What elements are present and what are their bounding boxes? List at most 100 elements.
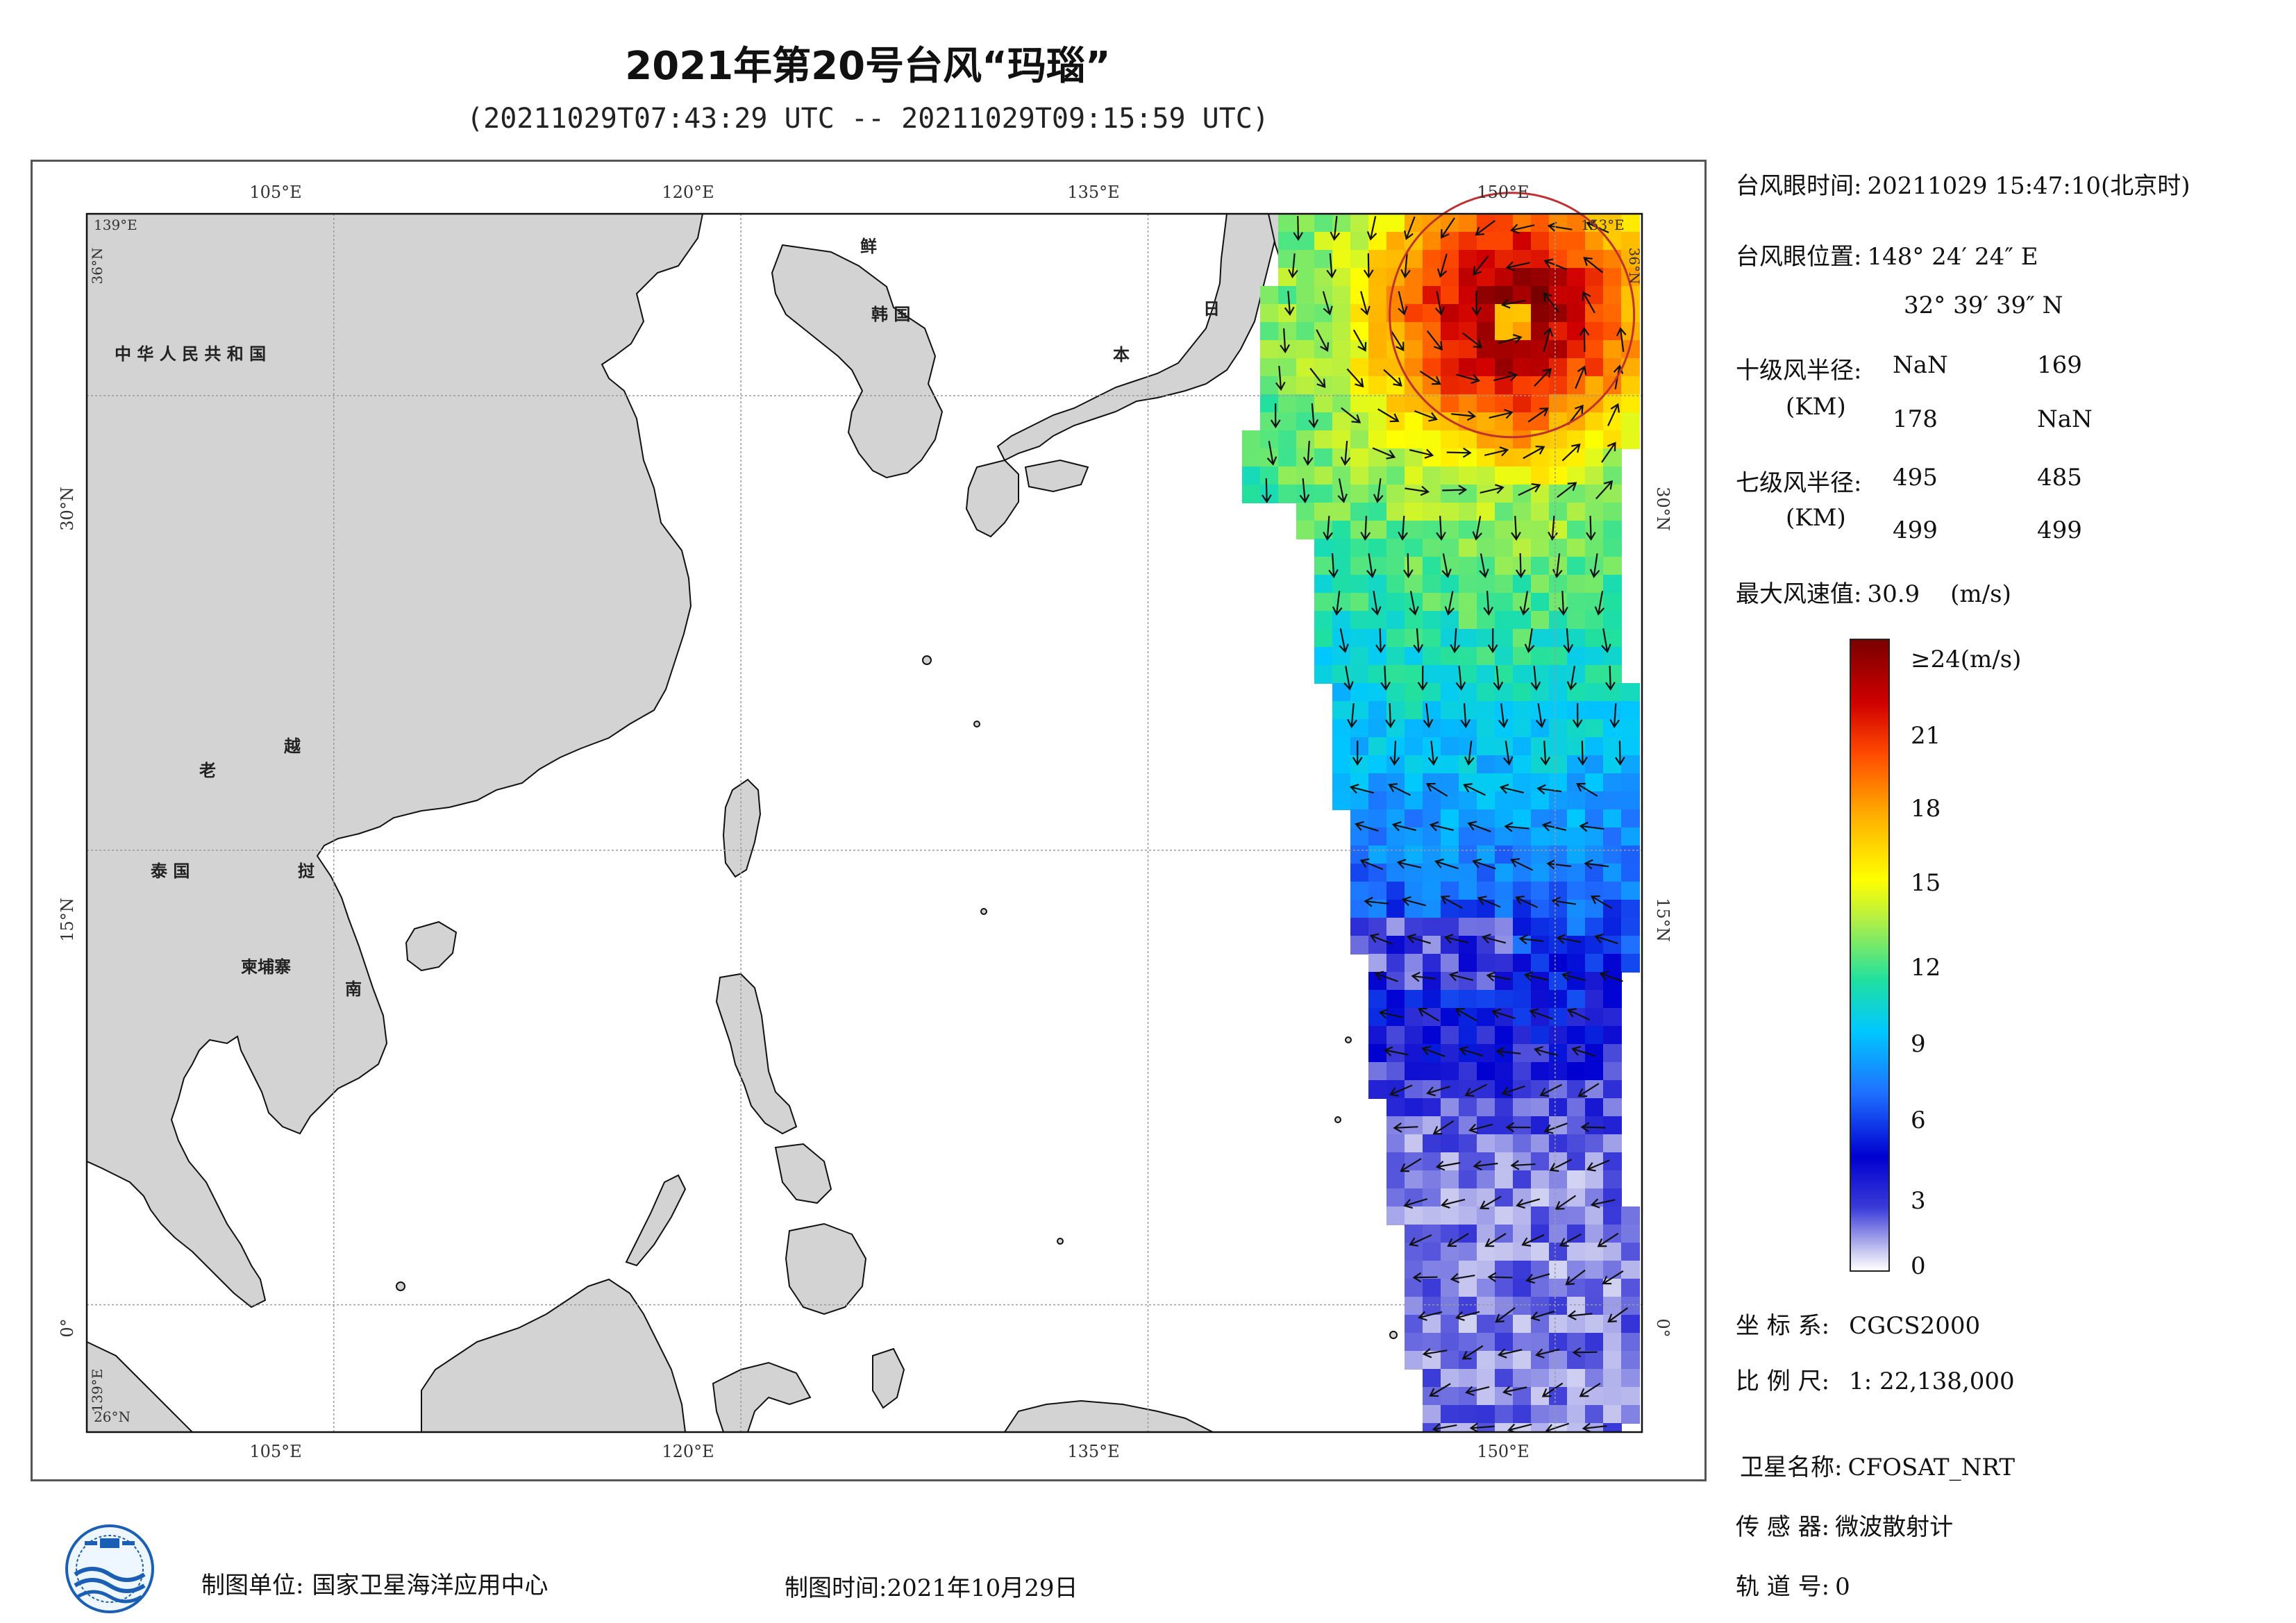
wind-arrow	[1518, 483, 1541, 496]
wind-cell	[1386, 1026, 1405, 1045]
wind-cell	[1441, 466, 1459, 485]
wind-cell	[1549, 340, 1568, 359]
wind-cell	[1585, 448, 1604, 467]
wind-cell	[1513, 1225, 1532, 1243]
wind-cell	[1531, 1243, 1550, 1261]
wind-arrow	[1372, 447, 1396, 460]
wind-cell	[1495, 900, 1514, 918]
wind-cell	[1423, 466, 1441, 485]
wind-arrow	[1495, 1306, 1516, 1323]
wind-cell	[1549, 1098, 1568, 1117]
wind-cell	[1405, 737, 1423, 756]
wind-cell	[1260, 485, 1279, 503]
wind-cell	[1441, 1116, 1459, 1135]
wind-cell	[1459, 990, 1477, 1009]
wind-cell	[1368, 268, 1387, 287]
wind-arrow	[1341, 407, 1361, 423]
wind-cell	[1549, 1170, 1568, 1189]
wind-cell	[1278, 340, 1297, 359]
wind-cell	[1477, 846, 1495, 864]
wind-cell	[1423, 827, 1441, 846]
wind-cell	[1441, 1206, 1459, 1225]
wind-cell	[1621, 791, 1640, 810]
korea-peninsula	[771, 244, 944, 479]
colorbar-tick-0: 0	[1911, 1252, 1926, 1280]
wind-cell	[1567, 521, 1586, 539]
wind-cell	[1603, 1170, 1622, 1189]
wind-cell	[1386, 1170, 1405, 1189]
wind-arrow	[1597, 1232, 1619, 1247]
wind-cell	[1603, 1098, 1622, 1117]
wind-arrow	[1491, 1008, 1516, 1020]
wind-arrow	[1527, 407, 1549, 423]
wind-cell	[1423, 593, 1441, 612]
wind-cell	[1386, 629, 1405, 648]
wind-arrow	[1536, 703, 1546, 728]
sumatra	[87, 1340, 194, 1432]
wind-cell	[1585, 846, 1604, 864]
wind-cell	[1585, 665, 1604, 684]
wind-cell	[1405, 809, 1423, 828]
wind-vector-arrows	[1262, 215, 1628, 1432]
wind-cell	[1513, 1315, 1532, 1334]
wind-arrow	[1270, 403, 1281, 429]
wind-arrow	[1349, 784, 1374, 794]
wind-cell	[1531, 827, 1550, 846]
wind-cell	[1621, 1405, 1640, 1424]
wind-arrow	[1521, 1234, 1545, 1247]
wind-cell	[1477, 1405, 1495, 1424]
wind-arrow	[1266, 441, 1277, 466]
wind-cell	[1459, 737, 1477, 756]
wind-cell	[1368, 412, 1387, 431]
wind-cell	[1278, 358, 1297, 377]
wind-cell	[1495, 1405, 1514, 1424]
wind-cell	[1386, 719, 1405, 738]
wind-arrow	[1519, 591, 1530, 616]
wind-cell	[1423, 340, 1441, 359]
wind-arrow	[1332, 590, 1343, 616]
wind-cell	[1368, 864, 1387, 882]
wind-arrow	[1464, 1084, 1488, 1097]
wind-cell	[1603, 1044, 1622, 1063]
wind-cell	[1441, 1387, 1459, 1406]
wind-cell	[1567, 665, 1586, 684]
wind-arrow	[1473, 1160, 1498, 1171]
wind-cell	[1603, 503, 1622, 521]
wind-cell	[1459, 1026, 1477, 1045]
wind-arrow	[1450, 1272, 1475, 1284]
wind-cell	[1459, 791, 1477, 810]
wind-cell	[1314, 448, 1333, 467]
wind-arrow	[1577, 1083, 1600, 1098]
wind-cell	[1567, 936, 1586, 955]
wind-cell	[1441, 611, 1459, 630]
wind-cell	[1332, 701, 1351, 720]
wind-cell	[1531, 1152, 1550, 1171]
wind-cell	[1549, 466, 1568, 485]
wind-cell	[1350, 214, 1369, 233]
wind-cell	[1423, 358, 1441, 377]
wind-cell	[1621, 683, 1640, 702]
wind-cell	[1549, 1261, 1568, 1279]
wind-cell	[1350, 629, 1369, 648]
wind-field-map[interactable]: 中 华 人 民 共 和 国 鲜 韩 国 日 本 老 越 泰 国 挝 柬埔寨 南 …	[33, 162, 1704, 1479]
lat-label-right-15: 15°N	[1653, 898, 1673, 942]
wind-arrow	[1461, 1345, 1484, 1360]
wind-arrow	[1352, 329, 1367, 352]
wind-cell	[1441, 358, 1459, 377]
wind-cell	[1495, 593, 1514, 612]
wind-cell	[1621, 864, 1640, 882]
map-border	[85, 212, 1643, 1433]
wind-arrow	[1582, 291, 1595, 314]
wind-cell	[1350, 737, 1369, 756]
wind-cell	[1441, 575, 1459, 594]
wind-arrow	[1400, 253, 1411, 278]
wind-arrow	[1475, 219, 1495, 236]
wind-cell	[1567, 557, 1586, 575]
wind-cell	[1368, 701, 1387, 720]
wind-arrow	[1518, 934, 1544, 945]
wind-cell	[1585, 521, 1604, 539]
r7-value-3: 499	[1893, 516, 1938, 544]
wind-arrow	[1471, 290, 1482, 317]
wind-cell	[1603, 593, 1622, 612]
wind-cell	[1549, 322, 1568, 341]
